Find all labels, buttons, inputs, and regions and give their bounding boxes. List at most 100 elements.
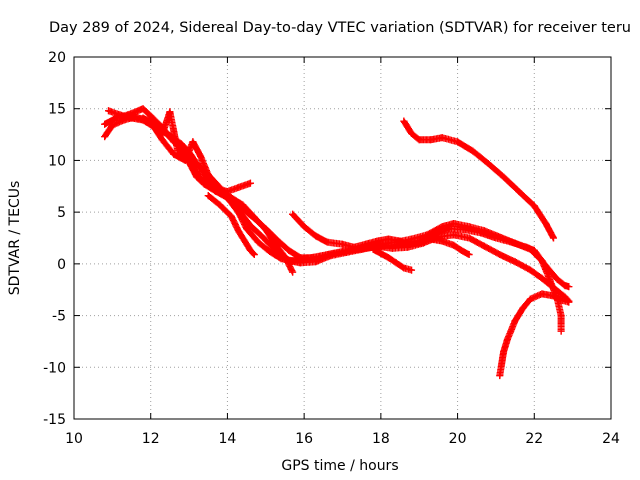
x-tick-label: 10 xyxy=(65,431,83,447)
data-point xyxy=(530,202,538,210)
data-point xyxy=(250,251,258,259)
data-point xyxy=(400,264,408,272)
data-point xyxy=(385,235,393,243)
data-point xyxy=(526,245,534,253)
data-point xyxy=(565,283,573,291)
y-tick-label: -10 xyxy=(43,360,66,376)
data-point xyxy=(400,117,408,125)
series-track-d xyxy=(139,114,297,276)
data-point xyxy=(404,240,412,248)
data-point xyxy=(450,231,458,239)
data-point xyxy=(415,239,423,247)
data-point xyxy=(235,209,243,217)
y-tick-label: 15 xyxy=(48,102,66,118)
y-tick-label: 20 xyxy=(48,50,66,66)
data-point xyxy=(503,335,511,343)
data-point xyxy=(511,258,519,266)
y-axis-label: SDTVAR / TECUs xyxy=(7,181,23,296)
data-point xyxy=(373,237,381,245)
data-point xyxy=(369,245,377,253)
data-point xyxy=(189,138,197,146)
data-point xyxy=(273,243,281,251)
data-point xyxy=(484,160,492,168)
data-point xyxy=(128,114,136,122)
data-point xyxy=(101,120,109,128)
data-point xyxy=(300,255,308,263)
data-point xyxy=(496,372,504,380)
data-point xyxy=(511,317,519,325)
data-point xyxy=(408,130,416,138)
x-tick-label: 12 xyxy=(142,431,160,447)
data-point xyxy=(239,201,247,209)
data-point xyxy=(427,235,435,243)
data-point xyxy=(465,234,473,242)
data-point xyxy=(223,187,231,195)
data-point xyxy=(438,223,446,231)
data-markers xyxy=(400,117,557,242)
data-point xyxy=(500,348,508,356)
data-point xyxy=(166,108,174,116)
data-point xyxy=(246,179,254,187)
data-point xyxy=(561,293,569,301)
data-point xyxy=(377,250,385,258)
data-point xyxy=(454,138,462,146)
data-point xyxy=(331,250,339,258)
data-point xyxy=(542,220,550,228)
data-point xyxy=(362,240,370,248)
series-track-f xyxy=(204,192,258,259)
series-track-h xyxy=(369,245,416,274)
data-point xyxy=(549,234,557,242)
data-point xyxy=(557,296,565,304)
data-point xyxy=(174,146,182,154)
data-point xyxy=(204,192,212,200)
data-point xyxy=(496,233,504,241)
data-point xyxy=(243,225,251,233)
y-tick-label: -5 xyxy=(52,309,66,325)
data-point xyxy=(139,105,147,113)
data-point xyxy=(197,152,205,160)
data-point xyxy=(557,327,565,335)
data-point xyxy=(538,274,546,282)
data-point xyxy=(465,251,473,259)
y-tick-label: 5 xyxy=(57,205,66,221)
data-point xyxy=(285,246,293,254)
axis-ticks: 10 12 14 16 18 20 22 24 -15 -10 -5 0 5 10 15 20 xyxy=(43,50,620,447)
data-point xyxy=(438,237,446,245)
x-axis-label: GPS time / hours xyxy=(281,458,398,474)
data-point xyxy=(254,238,262,246)
data-point xyxy=(565,298,573,306)
data-point xyxy=(450,220,458,228)
series-track-k xyxy=(496,290,573,380)
data-point xyxy=(450,241,458,249)
series-track-i xyxy=(427,235,473,259)
data-point xyxy=(549,292,557,300)
x-tick-label: 16 xyxy=(295,431,313,447)
data-point xyxy=(250,213,258,221)
data-point xyxy=(350,243,358,251)
data-point xyxy=(496,251,504,259)
data-point xyxy=(289,268,297,276)
data-point xyxy=(105,107,113,115)
data-point xyxy=(281,253,289,261)
data-point xyxy=(266,247,274,255)
data-point xyxy=(538,290,546,298)
data-point xyxy=(170,150,178,158)
x-tick-label: 22 xyxy=(525,431,543,447)
data-point xyxy=(339,240,346,248)
data-point xyxy=(526,266,534,274)
x-tick-label: 20 xyxy=(449,431,467,447)
data-point xyxy=(392,259,400,267)
data-point xyxy=(204,177,212,185)
data-point xyxy=(197,164,205,172)
data-point xyxy=(200,180,208,188)
y-tick-label: 0 xyxy=(57,257,66,273)
data-point xyxy=(557,312,565,320)
data-point xyxy=(561,282,569,290)
data-point xyxy=(312,258,320,266)
data-point xyxy=(158,131,166,139)
data-point xyxy=(469,147,477,155)
data-point xyxy=(515,187,523,195)
data-point xyxy=(415,136,423,144)
x-tick-label: 24 xyxy=(602,431,620,447)
